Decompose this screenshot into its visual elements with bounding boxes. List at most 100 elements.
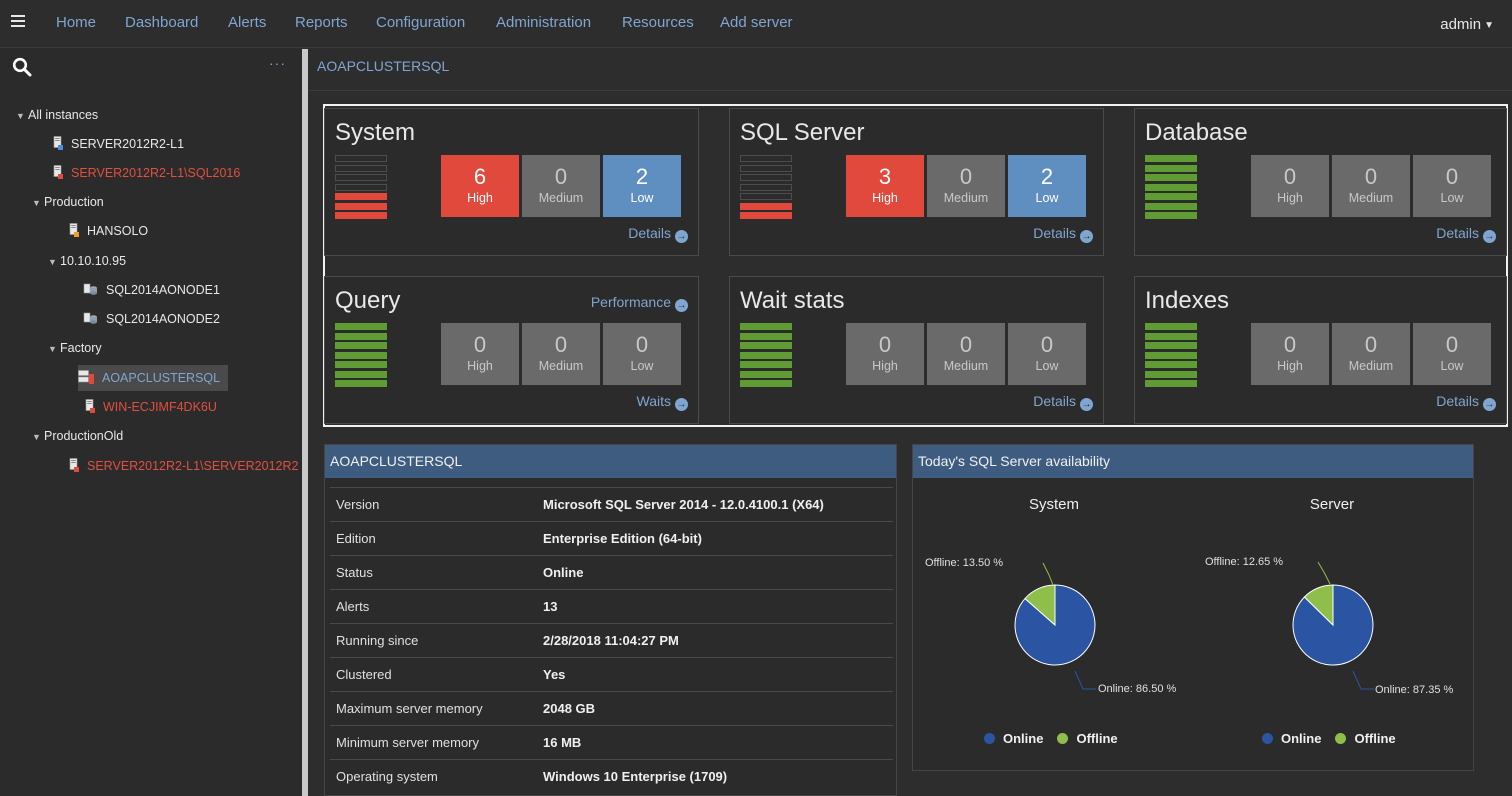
severity-low-tile[interactable]: 2 Low	[603, 155, 681, 217]
chart-legend: Online Offline	[984, 731, 1132, 746]
expand-arrow-icon[interactable]: ▼	[16, 111, 25, 121]
severity-low-tile[interactable]: 0 Low	[1413, 155, 1491, 217]
legend-dot-icon	[984, 733, 995, 744]
expand-arrow-icon[interactable]: ▼	[32, 432, 41, 442]
severity-high-tile[interactable]: 6 High	[441, 155, 519, 217]
server-icon	[69, 223, 79, 237]
severity-low-tile[interactable]: 0 Low	[1008, 323, 1086, 385]
expand-arrow-icon[interactable]: ▼	[48, 257, 57, 267]
tree-item-label: 10.10.10.95	[60, 254, 127, 268]
row-value: Windows 10 Enterprise (1709)	[543, 769, 728, 784]
legend-item-online[interactable]: Online	[984, 731, 1043, 746]
table-row: Alerts 13	[330, 589, 893, 623]
severity-medium-tile[interactable]: 0 Medium	[927, 323, 1005, 385]
tree-item-label: All instances	[28, 108, 99, 122]
tree-item-label: SQL2014AONODE1	[106, 283, 220, 297]
user-menu[interactable]: admin ▼	[1440, 16, 1494, 33]
tree-item-win-ecjimf4dk6u[interactable]: WIN-ECJIMF4DK6U	[85, 394, 217, 420]
waits-link[interactable]: Waits →	[637, 393, 688, 411]
severity-count: 0	[554, 332, 568, 357]
severity-medium-tile[interactable]: 0 Medium	[1332, 323, 1410, 385]
legend-item-offline[interactable]: Offline	[1057, 731, 1118, 746]
tree-item-factory[interactable]: ▼ Factory	[48, 335, 102, 361]
severity-medium-tile[interactable]: 0 Medium	[927, 155, 1005, 217]
severity-low-tile[interactable]: 0 Low	[603, 323, 681, 385]
sidebar-splitter[interactable]	[302, 49, 308, 796]
severity-high-tile[interactable]: 0 High	[1251, 323, 1329, 385]
expand-arrow-icon[interactable]: ▼	[32, 198, 41, 208]
tree-item-all-instances[interactable]: ▼ All instances	[16, 102, 98, 128]
nav-alerts[interactable]: Alerts	[228, 14, 267, 31]
breadcrumb[interactable]: AOAPCLUSTERSQL	[317, 58, 450, 74]
meter-bar	[335, 212, 387, 219]
expand-arrow-icon[interactable]: ▼	[48, 344, 57, 354]
hamburger-menu-icon[interactable]	[11, 15, 25, 29]
meter-bar	[740, 155, 792, 162]
server-icon	[53, 136, 63, 150]
meter-bar	[1145, 212, 1197, 219]
tree-item-hansolo[interactable]: HANSOLO	[69, 218, 148, 244]
details-link[interactable]: Details →	[1033, 225, 1093, 243]
severity-high-tile[interactable]: 0 High	[441, 323, 519, 385]
table-row: Status Online	[330, 555, 893, 589]
nav-reports[interactable]: Reports	[295, 14, 348, 31]
severity-label: Medium	[1348, 191, 1394, 205]
tree-item-server2012r2-l1-server2012r2[interactable]: SERVER2012R2-L1\SERVER2012R2	[69, 453, 298, 479]
tree-item-10-10-10-95[interactable]: ▼ 10.10.10.95	[48, 248, 126, 274]
online-label-connector	[1074, 670, 1096, 690]
nav-dashboard[interactable]: Dashboard	[125, 14, 199, 31]
nav-resources[interactable]: Resources	[622, 14, 694, 31]
row-value: 2048 GB	[543, 701, 596, 716]
nav-configuration[interactable]: Configuration	[376, 14, 466, 31]
panel-database: Database 0 High 0 Medium 0 Low Details →	[1134, 108, 1507, 256]
instance-info-table: Version Microsoft SQL Server 2014 - 12.0.…	[330, 487, 893, 793]
details-link[interactable]: Details →	[1436, 225, 1496, 243]
legend-dot-icon	[1057, 733, 1069, 744]
details-link[interactable]: Details →	[1436, 393, 1496, 411]
tree-item-sql2014aonode2[interactable]: SQL2014AONODE2	[82, 306, 220, 332]
severity-label: High	[467, 359, 493, 373]
table-row: Clustered Yes	[330, 657, 893, 691]
tree-item-server2012r2-l1-sql2016[interactable]: SERVER2012R2-L1\SQL2016	[53, 160, 240, 186]
details-link[interactable]: Details →	[1033, 393, 1093, 411]
severity-medium-tile[interactable]: 0 Medium	[522, 323, 600, 385]
severity-high-tile[interactable]: 0 High	[846, 323, 924, 385]
meter-bar	[1145, 202, 1197, 210]
tree-item-aoapclustersql[interactable]: AOAPCLUSTERSQL	[78, 365, 229, 391]
pie-slice-offline[interactable]	[1024, 584, 1056, 627]
severity-label: Low	[1035, 359, 1059, 373]
table-row: Maximum server memory 2048 GB	[330, 691, 893, 725]
tree-item-server2012r2-l1[interactable]: SERVER2012R2-L1	[53, 131, 184, 157]
nav-home[interactable]: Home	[56, 14, 97, 31]
meter-bar	[1145, 164, 1197, 172]
top-nav: Home Dashboard Alerts Reports Configurat…	[0, 0, 1512, 48]
tree-item-production[interactable]: ▼ Production	[32, 189, 104, 215]
severity-high-tile[interactable]: 0 High	[1251, 155, 1329, 217]
legend-item-online[interactable]: Online	[1262, 731, 1321, 746]
more-options-icon[interactable]: ···	[269, 55, 286, 71]
details-link[interactable]: Details →	[628, 225, 688, 243]
severity-low-tile[interactable]: 2 Low	[1008, 155, 1086, 217]
legend-item-offline[interactable]: Offline	[1335, 731, 1396, 746]
panel-title: Indexes	[1145, 287, 1230, 314]
severity-medium-tile[interactable]: 0 Medium	[522, 155, 600, 217]
meter-bar	[335, 342, 387, 349]
legend-dot-icon	[1335, 733, 1347, 744]
availability-charts	[1014, 561, 1374, 690]
tree-item-productionold[interactable]: ▼ ProductionOld	[32, 423, 123, 449]
nav-add-server[interactable]: Add server	[720, 14, 793, 31]
meter-bar	[335, 193, 387, 200]
severity-high-tile[interactable]: 3 High	[846, 155, 924, 217]
tree-item-sql2014aonode1[interactable]: SQL2014AONODE1	[82, 277, 220, 303]
severity-low-tile[interactable]: 0 Low	[1413, 323, 1491, 385]
panel-title: Query	[335, 287, 401, 314]
severity-meter	[740, 155, 792, 222]
arrow-right-icon: →	[1483, 398, 1496, 411]
performance-link[interactable]: Performance →	[591, 294, 688, 312]
severity-medium-tile[interactable]: 0 Medium	[1332, 155, 1410, 217]
severity-label: Low	[630, 359, 654, 373]
meter-bar	[740, 361, 792, 368]
pie-slice-offline[interactable]	[1303, 584, 1334, 627]
nav-administration[interactable]: Administration	[496, 14, 592, 31]
search-icon[interactable]	[12, 57, 32, 77]
